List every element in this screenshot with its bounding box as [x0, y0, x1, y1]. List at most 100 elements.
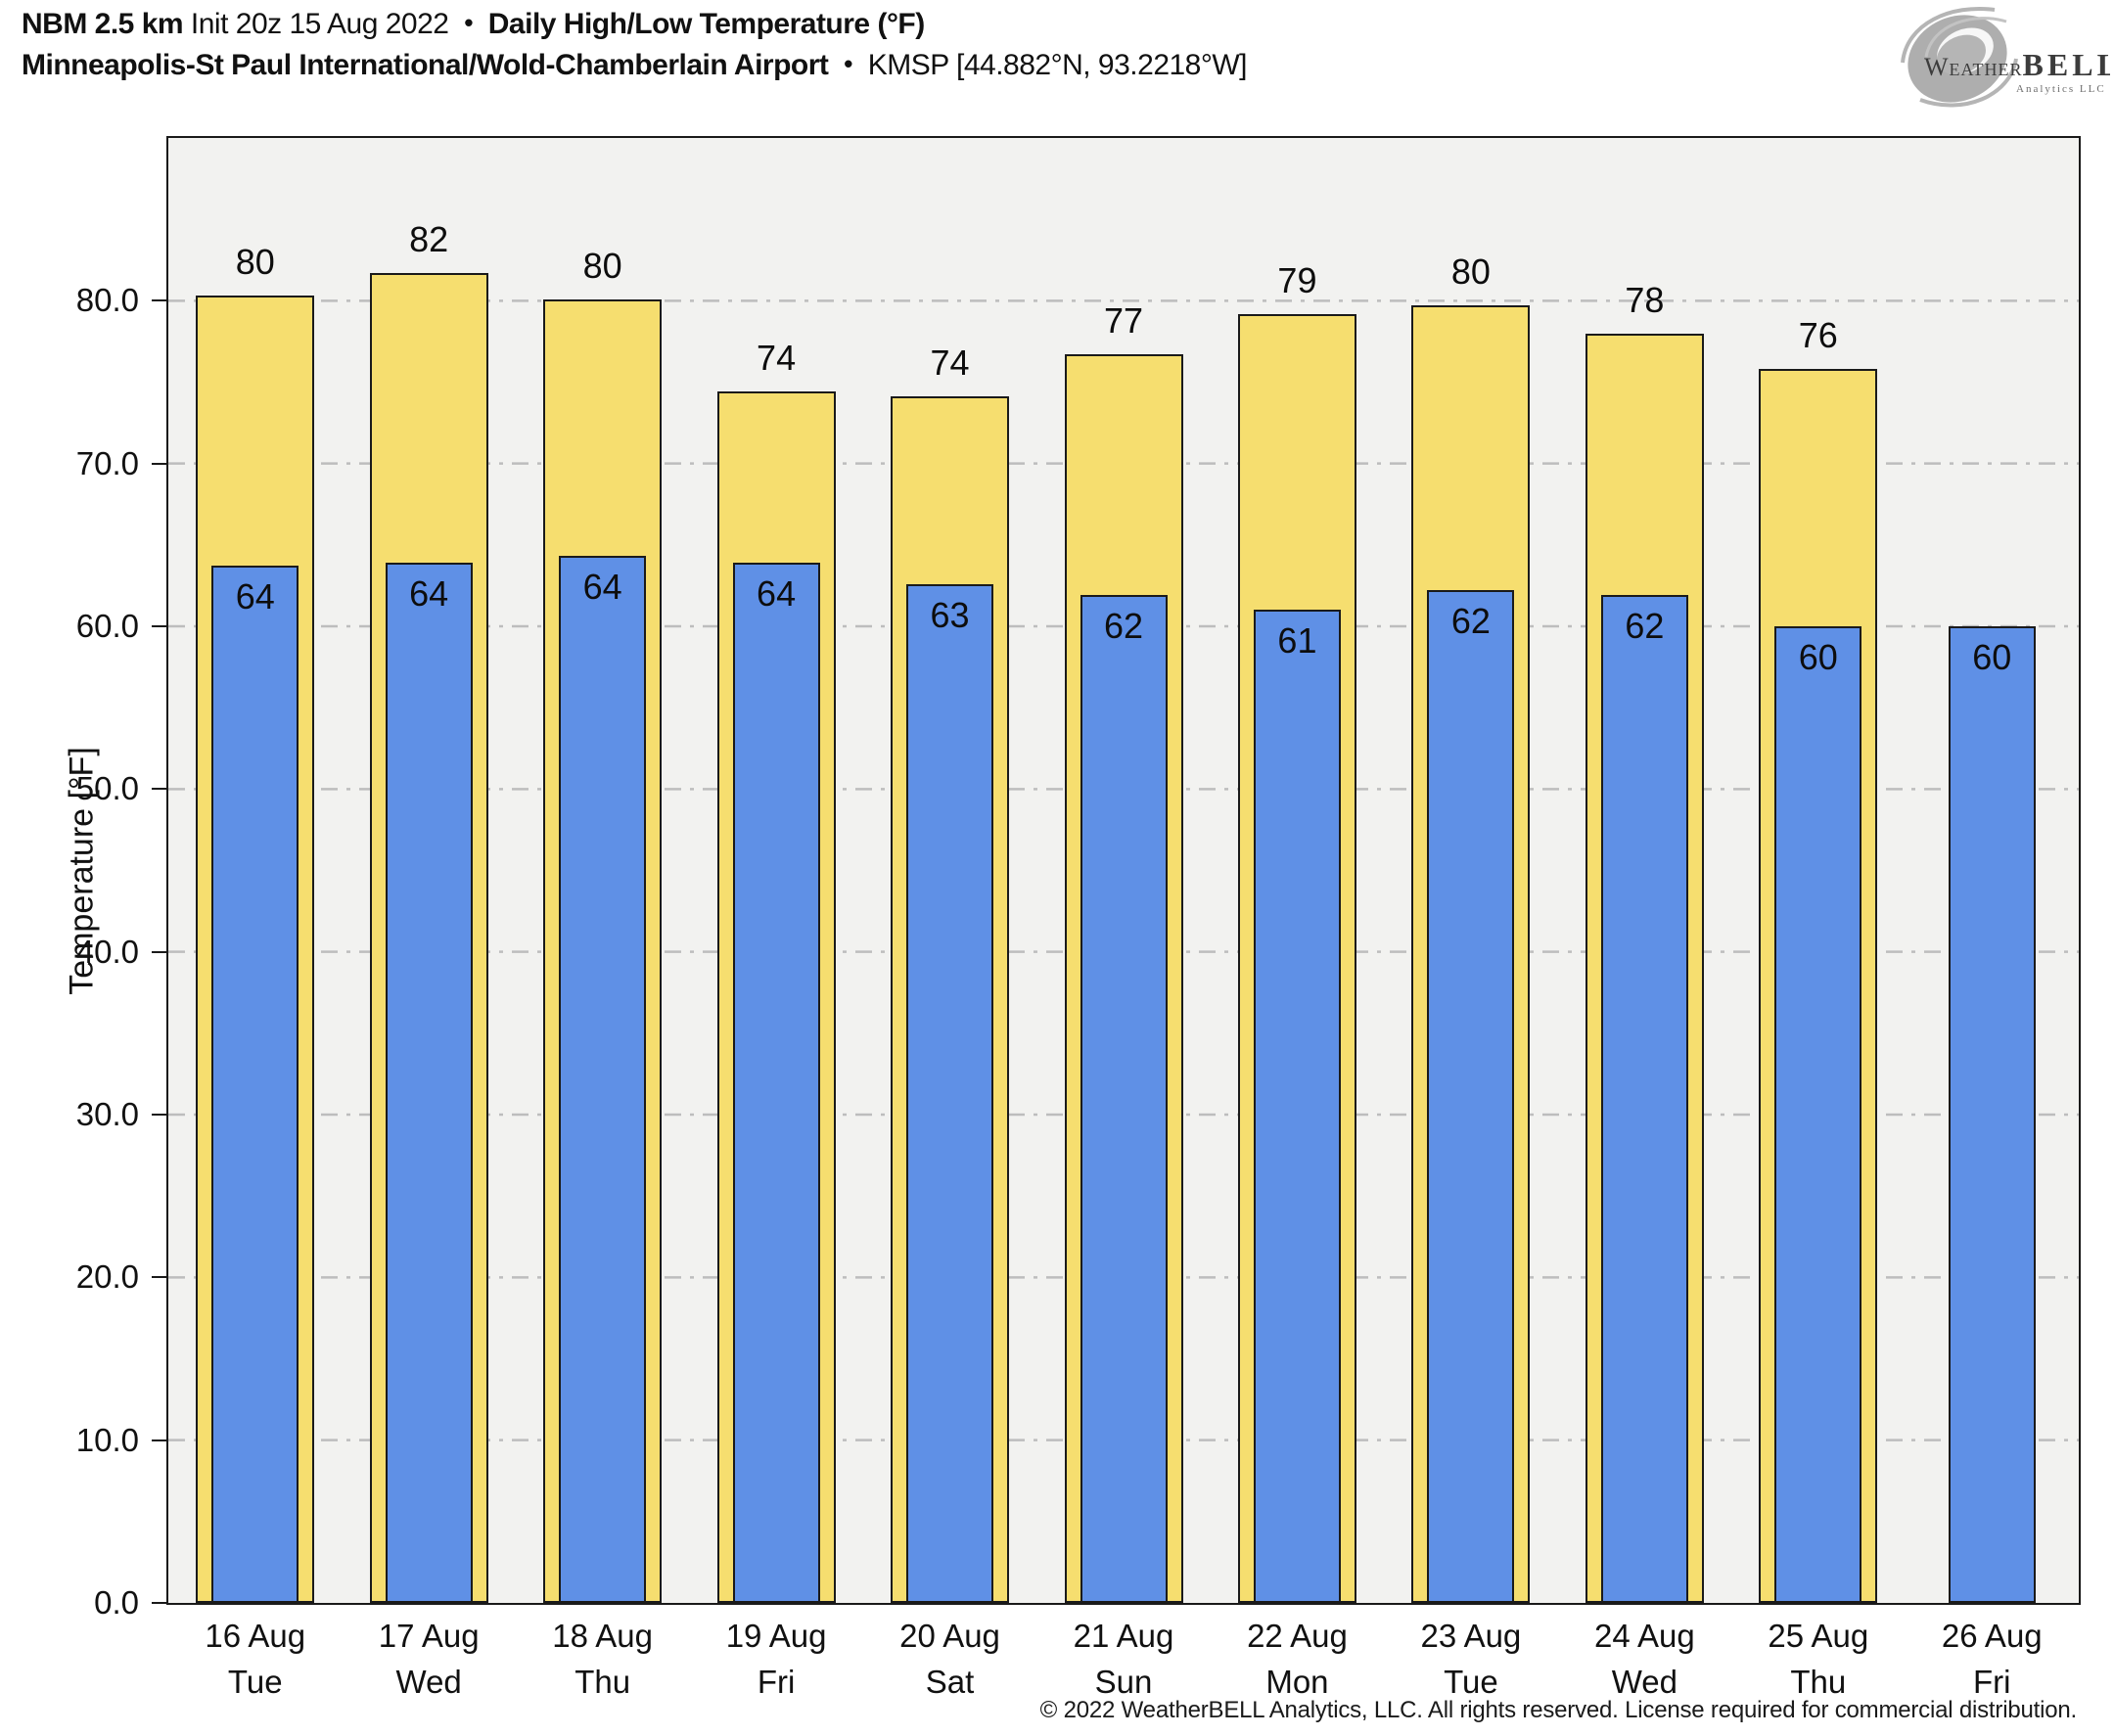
y-axis-tick-label: 20.0	[75, 1258, 139, 1296]
logo-subtext: Analytics LLC	[2016, 83, 2106, 95]
low-bar	[732, 563, 820, 1603]
x-label-day: Tue	[227, 1664, 283, 1700]
y-axis-tick-label: 60.0	[75, 608, 139, 644]
x-label-day: Tue	[1444, 1664, 1498, 1700]
low-value-label: 60	[1798, 637, 1838, 677]
figure-subtitle: Minneapolis-St Paul International/Wold-C…	[22, 49, 1248, 82]
station-id: KMSP [44.882°N, 93.2218°W]	[867, 49, 1248, 81]
x-axis-category-label: 20 Aug Sat	[863, 1613, 1037, 1705]
logo-word-weather: Weather	[1924, 53, 2023, 81]
model-name: NBM 2.5 km	[22, 8, 184, 40]
x-label-date: 26 Aug	[1941, 1618, 2043, 1654]
y-axis-tick-label: 40.0	[75, 933, 139, 970]
y-axis-tick	[152, 1114, 166, 1116]
hurricane-swirl-icon	[1901, 7, 2018, 108]
x-label-date: 19 Aug	[725, 1618, 827, 1654]
x-label-day: Thu	[1790, 1664, 1847, 1700]
x-label-date: 17 Aug	[378, 1618, 480, 1654]
y-axis-tick	[152, 788, 166, 791]
y-axis-tick	[152, 462, 166, 465]
high-value-label: 80	[235, 242, 275, 283]
x-label-day: Sat	[925, 1664, 975, 1700]
x-label-date: 20 Aug	[899, 1618, 1000, 1654]
low-bar	[559, 556, 647, 1603]
low-value-label: 64	[757, 573, 797, 615]
y-axis-tick-label: 30.0	[75, 1096, 139, 1132]
x-label-day: Wed	[1611, 1664, 1677, 1700]
y-axis-tick-label: 80.0	[75, 282, 139, 319]
low-value-label: 62	[1625, 606, 1665, 647]
x-label-date: 16 Aug	[205, 1618, 306, 1654]
logo-word-bell: BELL	[2023, 47, 2110, 82]
y-axis-tick	[152, 1439, 166, 1441]
x-label-day: Fri	[757, 1664, 796, 1700]
low-bar	[385, 563, 473, 1603]
low-value-label: 64	[235, 576, 275, 617]
y-axis-tick-label: 50.0	[75, 770, 139, 807]
low-value-label: 62	[1450, 601, 1491, 642]
x-axis-category-label: 16 Aug Tue	[168, 1613, 343, 1705]
low-bar	[1080, 595, 1168, 1603]
low-bar	[1948, 626, 2036, 1603]
low-bar	[1600, 595, 1688, 1603]
low-value-label: 64	[409, 573, 449, 615]
y-axis-tick-label: 70.0	[75, 444, 139, 481]
weatherbell-logo: WeatherBELL Analytics LLC	[1901, 7, 2110, 108]
high-value-label: 79	[1277, 259, 1317, 300]
y-axis-tick	[152, 625, 166, 627]
y-axis-tick	[152, 299, 166, 302]
y-axis-tick	[152, 1276, 166, 1279]
logo-wordmark: WeatherBELL	[1924, 47, 2110, 82]
plot-area: Temperature [°F] 0.0 10.0 20.0 30.0 40.0 50.0…	[64, 136, 2081, 1700]
init-time: Init 20z 15 Aug 2022	[190, 8, 449, 40]
title-separator-dot: •	[464, 8, 473, 37]
x-axis-category-label: 23 Aug Tue	[1384, 1613, 1558, 1705]
x-label-date: 25 Aug	[1768, 1618, 1869, 1654]
x-axis-category-label: 18 Aug Thu	[516, 1613, 690, 1705]
x-label-day: Mon	[1265, 1664, 1329, 1700]
low-bar	[211, 566, 299, 1603]
y-axis-tick-label: 10.0	[75, 1421, 139, 1458]
y-axis-label: Temperature [°F]	[63, 746, 101, 995]
high-value-label: 76	[1798, 315, 1838, 356]
high-value-label: 77	[1103, 300, 1144, 342]
x-axis-category-label: 21 Aug Sun	[1036, 1613, 1211, 1705]
x-label-date: 18 Aug	[552, 1618, 654, 1654]
x-label-day: Sun	[1094, 1664, 1153, 1700]
x-label-day: Fri	[1973, 1664, 2011, 1700]
high-value-label: 78	[1625, 279, 1665, 320]
low-bar	[1427, 590, 1515, 1603]
high-value-label: 80	[582, 245, 622, 286]
x-label-date: 22 Aug	[1247, 1618, 1348, 1654]
figure-title: NBM 2.5 km Init 20z 15 Aug 2022 • Daily …	[22, 8, 925, 41]
subtitle-separator-dot: •	[844, 49, 852, 78]
x-axis-category-label: 19 Aug Fri	[689, 1613, 863, 1705]
high-value-label: 74	[757, 338, 797, 379]
x-axis-category-label: 24 Aug Wed	[1557, 1613, 1731, 1705]
low-value-label: 60	[1972, 637, 2012, 677]
low-bar	[906, 583, 994, 1603]
low-bar	[1253, 610, 1341, 1603]
x-label-day: Thu	[574, 1664, 631, 1700]
copyright-notice: © 2022 WeatherBELL Analytics, LLC. All r…	[1039, 1697, 2078, 1723]
low-value-label: 61	[1277, 620, 1317, 662]
x-axis-category-label: 26 Aug Fri	[1905, 1613, 2079, 1705]
x-axis-category-label: 25 Aug Thu	[1731, 1613, 1906, 1705]
low-value-label: 63	[930, 594, 970, 635]
x-label-date: 21 Aug	[1073, 1618, 1174, 1654]
low-bar	[1774, 626, 1862, 1603]
station-name: Minneapolis-St Paul International/Wold-C…	[22, 49, 829, 81]
x-axis-category-label: 17 Aug Wed	[342, 1613, 516, 1705]
x-label-day: Wed	[395, 1664, 462, 1700]
high-value-label: 82	[409, 219, 449, 260]
low-value-label: 64	[582, 567, 622, 608]
high-value-label: 80	[1450, 251, 1491, 293]
x-axis-category-label: 22 Aug Mon	[1210, 1613, 1384, 1705]
x-label-date: 24 Aug	[1593, 1618, 1695, 1654]
x-label-date: 23 Aug	[1420, 1618, 1522, 1654]
y-axis-tick	[152, 950, 166, 953]
low-value-label: 62	[1103, 606, 1144, 647]
y-axis-tick-label: 0.0	[94, 1584, 139, 1621]
product-name: Daily High/Low Temperature (°F)	[487, 8, 925, 40]
